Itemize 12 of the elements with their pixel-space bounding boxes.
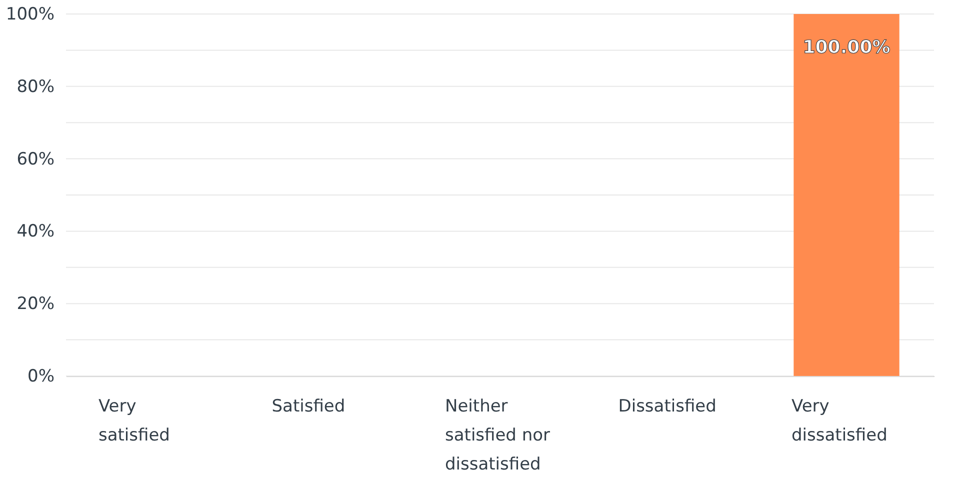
x-tick-label: Very dissatisfied <box>792 396 888 446</box>
y-tick-label: 0% <box>28 366 54 386</box>
x-tick-label: Neither satisfied nor dissatisfied <box>445 396 550 474</box>
y-tick-label: 100% <box>6 4 54 24</box>
y-tick-label: 20% <box>16 294 54 314</box>
y-tick-label: 40% <box>16 222 54 242</box>
x-tick-label: Dissatisfied <box>618 396 716 416</box>
data-label: 100.00% <box>802 37 890 58</box>
y-tick-label: 80% <box>16 76 54 97</box>
x-tick-label: Satisfied <box>272 396 346 416</box>
y-tick-label: 60% <box>16 149 54 170</box>
x-tick-label: Very satisfied <box>98 396 170 446</box>
